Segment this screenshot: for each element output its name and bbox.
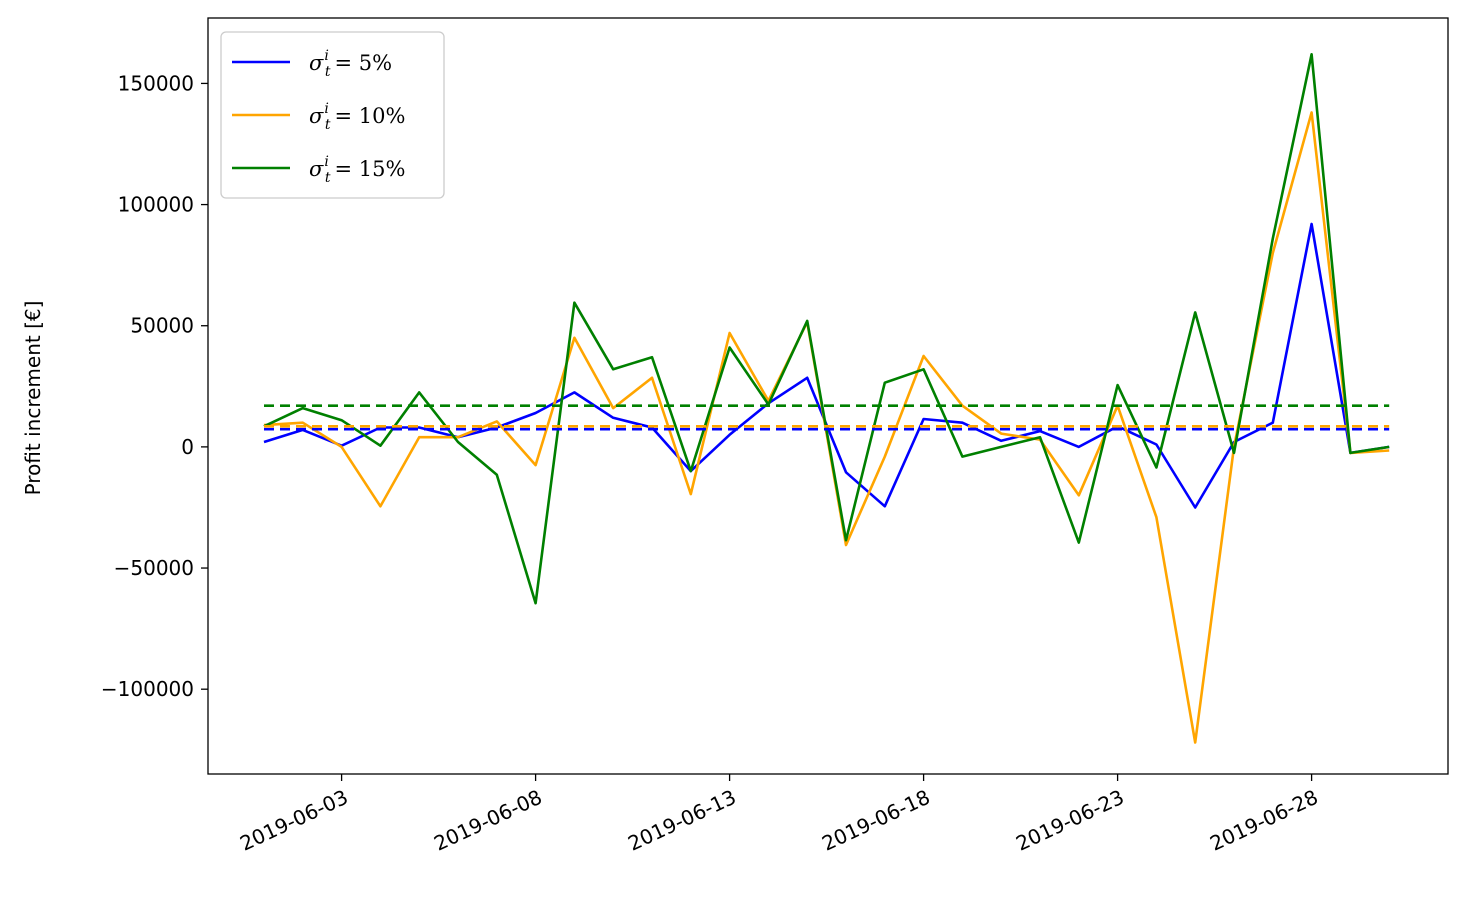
axes-frame [207,17,1449,775]
legend: σi t = 5% σi t = 10% σi t = 15% [220,31,445,199]
y-axis: 150000 100000 50000 0 −50000 −100000 [101,71,208,701]
y-tick-label: −50000 [114,556,194,580]
y-axis-title: Profit increment [€] [21,301,45,496]
legend-box [220,31,445,199]
legend-label-2: σi t = 10% [309,101,405,133]
y-tick-label: 100000 [118,193,194,217]
y-tick-label: −100000 [101,677,194,701]
y-tick-label: 150000 [118,71,194,95]
legend-label-3: σi t = 15% [309,154,405,186]
legend-label-1: σi t = 5% [309,48,392,80]
series-line-3 [263,52,1390,605]
plot-area [263,52,1390,744]
y-tick-label: 50000 [130,314,194,338]
y-tick-label: 0 [181,435,194,459]
